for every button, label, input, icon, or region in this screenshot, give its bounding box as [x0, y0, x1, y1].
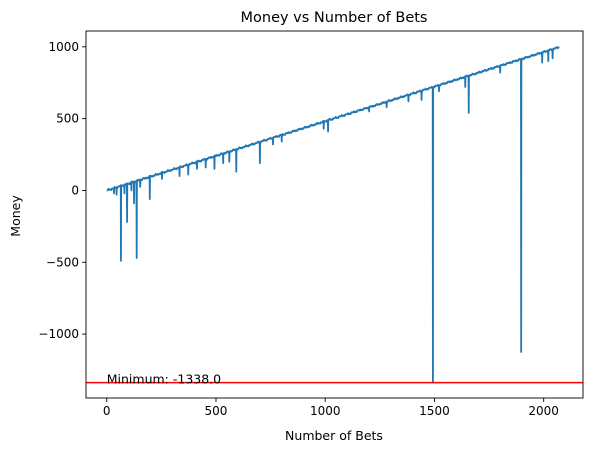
- chart-title: Money vs Number of Bets: [241, 10, 428, 26]
- x-axis-label: Number of Bets: [285, 428, 383, 443]
- plot-area: [86, 46, 583, 384]
- y-tick-label: −1000: [38, 327, 79, 341]
- plot-frame: [85, 30, 584, 399]
- money-series-line: [106, 46, 560, 384]
- min-annotation: Minimum: -1338.0: [107, 372, 221, 387]
- x-tick-label: 1000: [310, 404, 341, 418]
- y-axis-label: Money: [8, 195, 23, 237]
- y-tick-label: −500: [46, 255, 79, 269]
- y-tick-label: 0: [71, 183, 79, 197]
- x-tick-label: 500: [205, 404, 228, 418]
- x-tick-label: 1500: [419, 404, 450, 418]
- x-tick-label: 2000: [528, 404, 559, 418]
- y-tick-label: 500: [56, 112, 79, 126]
- axes: 0 500 1000 1500 2000 −1000 −500 0 500 1000: [38, 30, 584, 418]
- x-tick-label: 0: [103, 404, 111, 418]
- y-tick-label: 1000: [48, 40, 79, 54]
